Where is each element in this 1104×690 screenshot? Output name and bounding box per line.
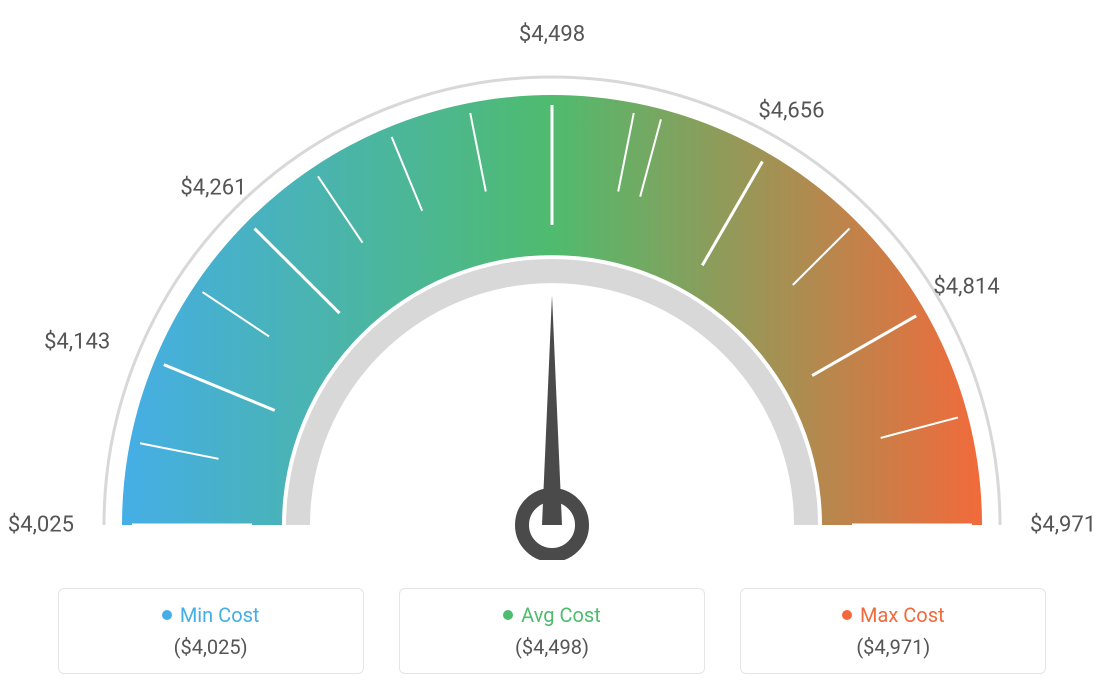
legend-title-max: Max Cost — [763, 603, 1023, 627]
legend-value-min: ($4,025) — [81, 635, 341, 659]
legend-dot-avg — [503, 610, 513, 620]
gauge-tick-label: $4,025 — [8, 513, 74, 538]
legend-dot-min — [162, 610, 172, 620]
gauge-tick-label: $4,656 — [758, 99, 824, 124]
gauge-tick-label: $4,971 — [1030, 513, 1096, 538]
legend-title-avg: Avg Cost — [422, 603, 682, 627]
legend-label-min: Min Cost — [180, 603, 260, 627]
gauge-tick-label: $4,261 — [180, 175, 246, 200]
legend-label-max: Max Cost — [860, 603, 945, 627]
legend-value-avg: ($4,498) — [422, 635, 682, 659]
gauge-tick-label: $4,498 — [519, 22, 585, 47]
gauge-tick-label: $4,814 — [933, 274, 999, 299]
legend-title-min: Min Cost — [81, 603, 341, 627]
legend-box-min: Min Cost ($4,025) — [58, 588, 364, 674]
legend-row: Min Cost ($4,025) Avg Cost ($4,498) Max … — [0, 588, 1104, 674]
cost-gauge-chart: $4,025 $4,143 $4,261 $4,498 $4,656 $4,814 $4,9… — [0, 0, 1104, 690]
legend-box-avg: Avg Cost ($4,498) — [399, 588, 705, 674]
legend-dot-max — [842, 610, 852, 620]
legend-value-max: ($4,971) — [763, 635, 1023, 659]
legend-box-max: Max Cost ($4,971) — [740, 588, 1046, 674]
gauge-area: $4,025 $4,143 $4,261 $4,498 $4,656 $4,814 $4,9… — [0, 0, 1104, 560]
gauge-tick-label: $4,143 — [44, 330, 110, 355]
legend-label-avg: Avg Cost — [521, 603, 601, 627]
